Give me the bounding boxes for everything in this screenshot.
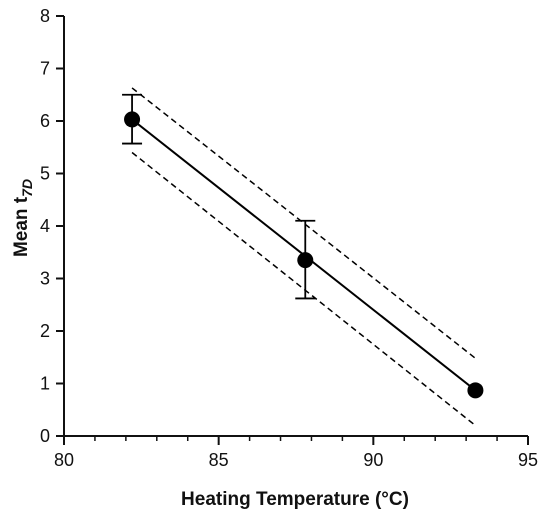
confidence-band-upper bbox=[131, 87, 476, 359]
x-axis-title: Heating Temperature (°C) bbox=[181, 489, 409, 510]
y-axis-title-main: Mean t bbox=[11, 196, 32, 257]
y-axis-title: Mean t7D bbox=[11, 179, 35, 257]
data-point bbox=[297, 252, 314, 269]
data-points bbox=[124, 111, 484, 399]
y-axis-title-subscript: 7D bbox=[19, 179, 35, 197]
x-tick-label: 95 bbox=[518, 450, 538, 470]
tick-labels: 0 1 2 3 4 5 6 7 8 80 85 90 95 bbox=[40, 6, 538, 470]
y-tick-label: 4 bbox=[40, 216, 50, 236]
y-tick-label: 2 bbox=[40, 321, 50, 341]
confidence-band bbox=[131, 87, 476, 427]
data-point bbox=[124, 111, 141, 128]
y-tick-label: 0 bbox=[40, 426, 50, 446]
y-tick-label: 3 bbox=[40, 269, 50, 289]
y-tick-label: 5 bbox=[40, 164, 50, 184]
x-tick-label: 80 bbox=[54, 450, 74, 470]
x-tick-label: 90 bbox=[363, 450, 383, 470]
y-tick-label: 8 bbox=[40, 6, 50, 26]
y-tick-label: 7 bbox=[40, 59, 50, 79]
y-tick-label: 6 bbox=[40, 111, 50, 131]
axes bbox=[56, 15, 529, 445]
confidence-band-lower bbox=[131, 151, 476, 427]
x-tick-label: 85 bbox=[209, 450, 229, 470]
error-bars bbox=[122, 93, 316, 300]
data-point bbox=[467, 382, 484, 399]
y-tick-label: 1 bbox=[40, 374, 50, 394]
